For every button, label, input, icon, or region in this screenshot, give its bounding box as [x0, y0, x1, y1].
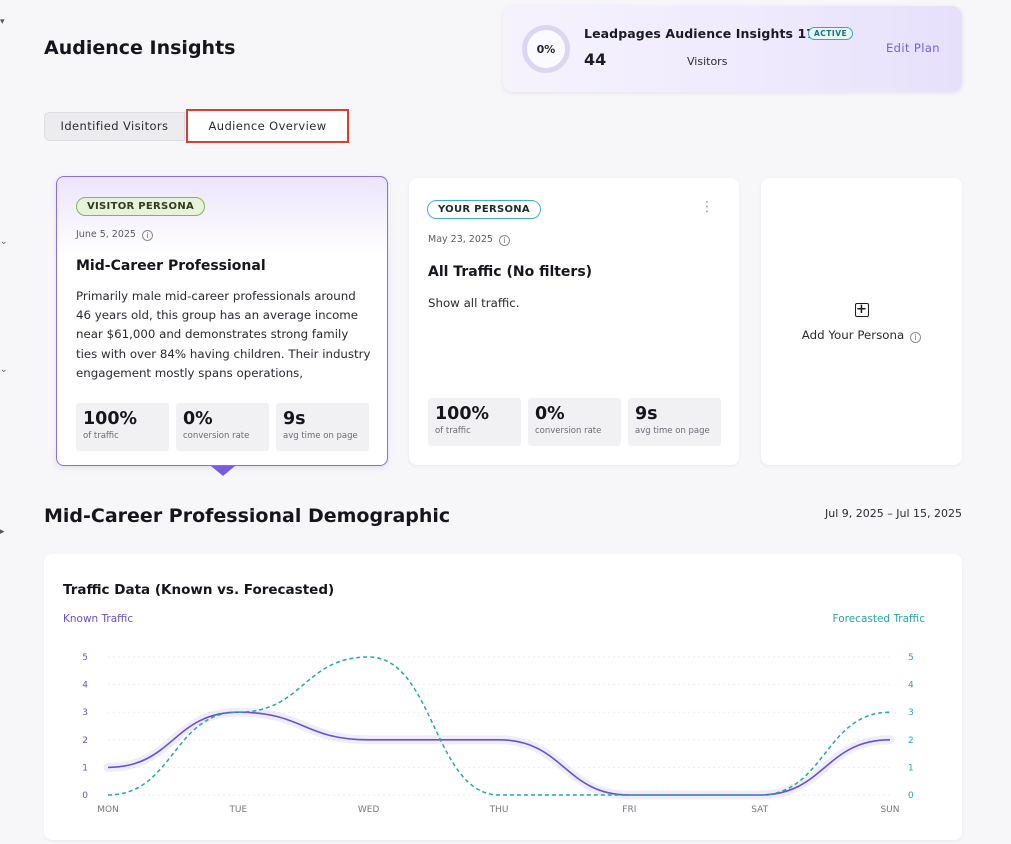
forecasted-traffic-line: [107, 656, 891, 796]
persona-type-badge: VISITOR PERSONA: [76, 197, 206, 216]
add-persona-label: Add Your Persona i: [761, 328, 962, 343]
plan-usage-ring: 0%: [522, 25, 570, 73]
info-icon[interactable]: i: [141, 230, 153, 241]
page-title: Audience Insights: [44, 37, 236, 59]
x-tick-label: THU: [489, 805, 509, 815]
stat-value: 0%: [535, 404, 565, 424]
y-right-tick-label: 2: [908, 736, 914, 746]
known-traffic-glow: [103, 707, 895, 800]
stat-value: 100%: [435, 404, 490, 424]
traffic-line-chart: 0 1 2 3 4 5 0 1 2 3 4 5 MON TUE WED THU FRI SAT SUN: [82, 653, 914, 815]
stat-label: conversion rate: [535, 426, 602, 436]
plan-visitor-count: 44: [584, 50, 607, 69]
collapse-caret-icon[interactable]: ⌄: [0, 237, 8, 247]
y-right-tick-label: 4: [908, 681, 914, 691]
info-icon[interactable]: i: [910, 332, 922, 343]
persona-title: All Traffic (No filters): [428, 264, 593, 280]
stat-label: avg time on page: [283, 431, 358, 441]
y-left-tick-label: 5: [82, 653, 88, 663]
edit-plan-link[interactable]: Edit Plan: [886, 41, 940, 55]
persona-date: June 5, 2025 i: [76, 229, 153, 241]
stat-traffic: 100% of traffic: [76, 403, 169, 451]
y-left-tick-label: 3: [82, 708, 88, 718]
persona-type-badge: YOUR PERSONA: [427, 200, 541, 219]
y-right-tick-label: 5: [908, 653, 914, 663]
stat-value: 9s: [283, 409, 306, 429]
persona-stats: 100% of traffic 0% conversion rate 9s av…: [76, 403, 369, 451]
persona-description: Primarily male mid-career professionals …: [76, 289, 371, 380]
x-tick-label: WED: [358, 805, 380, 815]
y-left-tick-label: 1: [82, 763, 88, 773]
collapse-caret-icon[interactable]: ⌄: [0, 365, 8, 375]
date-range[interactable]: Jul 9, 2025 – Jul 15, 2025: [824, 507, 962, 520]
y-left-tick-label: 4: [82, 681, 88, 691]
stat-label: conversion rate: [183, 431, 250, 441]
plan-summary-card: 0% Leadpages Audience Insights 17000 ACT…: [503, 6, 962, 92]
view-tabs: Identified Visitors Audience Overview: [44, 109, 349, 143]
persona-description: Show all traffic.: [428, 296, 520, 310]
x-tick-label: TUE: [228, 805, 247, 815]
add-persona-text: Add Your Persona: [801, 328, 905, 342]
persona-date: May 23, 2025 i: [428, 234, 510, 246]
persona-title: Mid-Career Professional: [76, 258, 266, 274]
more-options-icon[interactable]: ⋮: [700, 199, 714, 215]
tab-audience-overview[interactable]: Audience Overview: [186, 109, 349, 143]
stat-conversion: 0% conversion rate: [528, 398, 621, 446]
stat-time-on-page: 9s avg time on page: [276, 403, 369, 451]
y-right-tick-label: 3: [908, 708, 914, 718]
x-tick-label: SAT: [751, 805, 768, 815]
plan-status-badge: ACTIVE: [808, 27, 854, 40]
selected-pointer: [211, 466, 235, 476]
persona-card-visitor[interactable]: VISITOR PERSONA June 5, 2025 i Mid-Career…: [56, 176, 388, 476]
persona-stats: 100% of traffic 0% conversion rate 9s av…: [428, 398, 721, 446]
plan-usage-percent: 0%: [536, 42, 556, 56]
info-icon[interactable]: i: [498, 235, 510, 246]
legend-known-traffic[interactable]: Known Traffic: [63, 613, 134, 625]
traffic-chart-card: Traffic Data (Known vs. Forecasted) Know…: [44, 554, 962, 840]
persona-date-text: June 5, 2025: [76, 229, 136, 240]
plus-square-icon: +: [854, 302, 869, 317]
stat-conversion: 0% conversion rate: [176, 403, 269, 451]
tab-identified-visitors[interactable]: Identified Visitors: [44, 112, 185, 141]
x-tick-label: MON: [97, 805, 119, 815]
persona-card-yours[interactable]: YOUR PERSONA ⋮ May 23, 2025 i All Traffic…: [409, 178, 739, 465]
stat-label: of traffic: [435, 426, 471, 436]
stat-value: 100%: [83, 409, 138, 429]
x-tick-label: SUN: [880, 805, 899, 815]
stat-value: 0%: [183, 409, 213, 429]
stat-time-on-page: 9s avg time on page: [628, 398, 721, 446]
stat-label: of traffic: [83, 431, 119, 441]
known-traffic-line: [107, 711, 891, 796]
chart-title: Traffic Data (Known vs. Forecasted): [63, 582, 335, 598]
persona-date-text: May 23, 2025: [428, 234, 493, 245]
demographic-title: Mid-Career Professional Demographic: [44, 505, 451, 527]
add-persona-card[interactable]: + Add Your Persona i: [761, 178, 962, 465]
stat-value: 9s: [635, 404, 658, 424]
legend-forecasted-traffic[interactable]: Forecasted Traffic: [832, 613, 925, 625]
y-right-tick-label: 1: [908, 763, 914, 773]
y-left-tick-label: 0: [82, 791, 88, 801]
collapse-caret-icon[interactable]: ▾: [0, 17, 5, 27]
expand-caret-icon[interactable]: ▸: [0, 527, 5, 537]
stat-label: avg time on page: [635, 426, 710, 436]
stat-traffic: 100% of traffic: [428, 398, 521, 446]
y-left-tick-label: 2: [82, 736, 88, 746]
plan-name: Leadpages Audience Insights 17000: [584, 26, 842, 41]
add-persona-button[interactable]: + Add Your Persona i: [761, 298, 962, 343]
plan-visitors-label: Visitors: [687, 55, 728, 68]
y-right-tick-label: 0: [908, 791, 914, 801]
x-tick-label: FRI: [622, 805, 636, 815]
